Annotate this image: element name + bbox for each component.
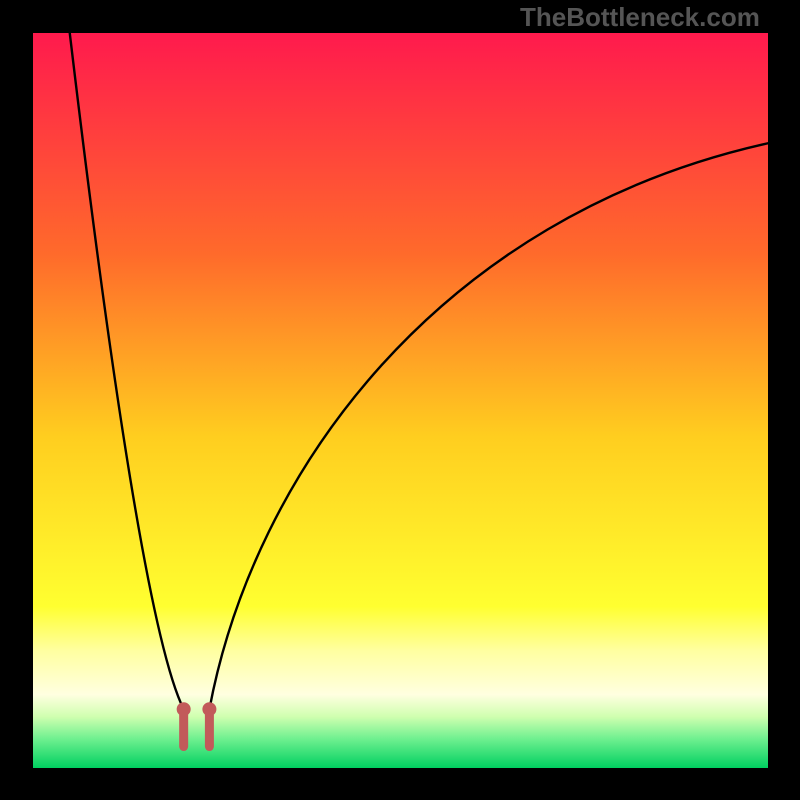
chart-svg: [0, 0, 800, 800]
chart-frame: TheBottleneck.com: [0, 0, 800, 800]
watermark-text: TheBottleneck.com: [520, 2, 760, 33]
